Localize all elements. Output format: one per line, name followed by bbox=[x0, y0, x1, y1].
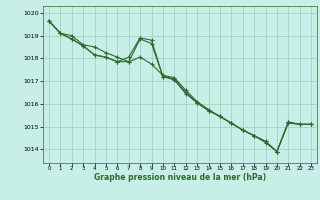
X-axis label: Graphe pression niveau de la mer (hPa): Graphe pression niveau de la mer (hPa) bbox=[94, 173, 266, 182]
